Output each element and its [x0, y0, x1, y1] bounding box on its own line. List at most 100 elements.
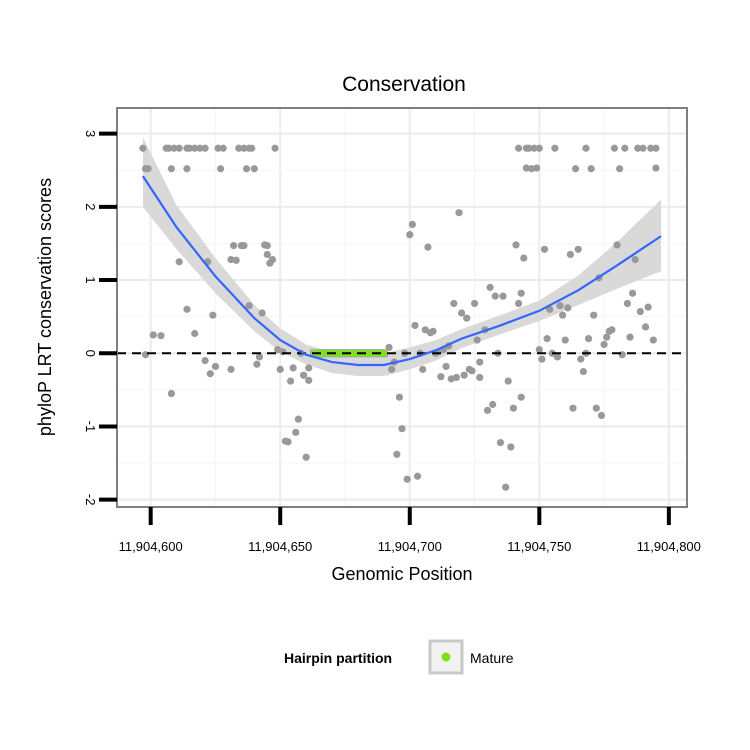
data-point — [248, 144, 256, 152]
data-point — [590, 311, 598, 319]
data-point — [649, 336, 657, 344]
data-point — [211, 362, 220, 371]
data-point — [429, 327, 437, 335]
data-point — [476, 358, 484, 366]
data-point — [167, 389, 176, 398]
data-point — [628, 289, 637, 297]
data-point — [618, 351, 626, 359]
data-point — [491, 292, 499, 300]
y-tick-label: 3 — [83, 130, 98, 137]
data-point — [564, 304, 572, 312]
data-point — [206, 370, 214, 378]
data-point — [214, 144, 222, 152]
data-point — [201, 356, 209, 365]
data-point — [512, 241, 520, 249]
data-point — [571, 165, 580, 173]
data-point — [185, 144, 194, 152]
data-point — [507, 443, 515, 451]
data-point — [413, 472, 422, 480]
data-point — [437, 373, 445, 381]
data-point — [294, 415, 302, 423]
mature-point — [380, 350, 388, 357]
data-point — [424, 243, 432, 251]
data-point — [250, 165, 258, 173]
data-point — [442, 362, 450, 371]
smooth-curve — [141, 175, 662, 367]
data-point — [463, 314, 471, 322]
data-point — [603, 333, 611, 341]
panel-background — [117, 108, 687, 507]
data-point — [305, 364, 313, 372]
data-point — [608, 326, 616, 334]
legend: Hairpin partition Mature — [284, 639, 514, 675]
data-point — [157, 332, 165, 340]
data-point — [141, 351, 150, 359]
data-point — [587, 165, 595, 173]
y-tick-label: 1 — [83, 276, 98, 283]
data-point — [631, 255, 639, 264]
smooth-line — [141, 175, 662, 367]
data-point — [217, 165, 225, 173]
data-point — [235, 144, 243, 152]
data-point — [175, 144, 183, 152]
data-point — [556, 302, 564, 310]
x-axis: 11,904,600 11,904,650 11,904,700 11,904,750… — [119, 507, 701, 554]
data-point — [597, 411, 606, 420]
data-point — [626, 333, 634, 341]
data-point — [183, 165, 191, 173]
data-point — [175, 258, 183, 266]
data-point — [540, 245, 549, 253]
data-point — [489, 400, 497, 409]
data-point — [647, 144, 655, 152]
data-point — [468, 367, 476, 375]
data-point — [229, 242, 238, 250]
data-point — [183, 305, 191, 313]
data-point — [240, 242, 248, 250]
data-point — [566, 250, 575, 259]
data-point — [263, 250, 271, 259]
data-point — [652, 164, 660, 172]
data-point — [411, 321, 419, 330]
data-point — [209, 311, 217, 319]
data-point — [546, 305, 554, 313]
data-point — [535, 144, 543, 152]
data-point — [543, 335, 551, 343]
data-point — [201, 144, 209, 152]
data-point — [600, 340, 608, 349]
data-point — [232, 256, 240, 264]
data-point — [561, 336, 569, 344]
data-point — [592, 404, 600, 412]
data-point — [613, 241, 621, 249]
data-point — [245, 302, 253, 310]
legend-mature-dot — [441, 652, 451, 662]
data-point — [289, 364, 297, 372]
data-point — [610, 144, 619, 152]
data-point — [149, 331, 157, 339]
data-point — [634, 144, 642, 152]
data-point — [535, 345, 543, 354]
data-point — [574, 245, 582, 253]
data-point — [263, 242, 271, 250]
panel-border — [116, 107, 688, 508]
data-point — [455, 209, 463, 217]
confidence-band — [142, 137, 662, 376]
data-point — [279, 348, 287, 356]
x-tick-label: 11,904,750 — [507, 539, 571, 554]
data-point — [504, 377, 512, 385]
data-point — [486, 283, 494, 291]
data-point — [623, 299, 632, 308]
x-tick-label: 11,904,650 — [248, 539, 312, 554]
data-point — [219, 144, 227, 152]
data-point — [191, 329, 199, 338]
data-point — [388, 365, 396, 373]
plot-panel — [116, 107, 688, 508]
y-tick-label: -1 — [83, 421, 98, 433]
data-point — [470, 299, 479, 308]
data-point — [406, 231, 414, 239]
data-point — [419, 365, 427, 373]
x-axis-title: Genomic Position — [331, 564, 472, 584]
data-point — [644, 303, 652, 311]
data-point — [457, 309, 466, 317]
data-point — [577, 355, 585, 363]
